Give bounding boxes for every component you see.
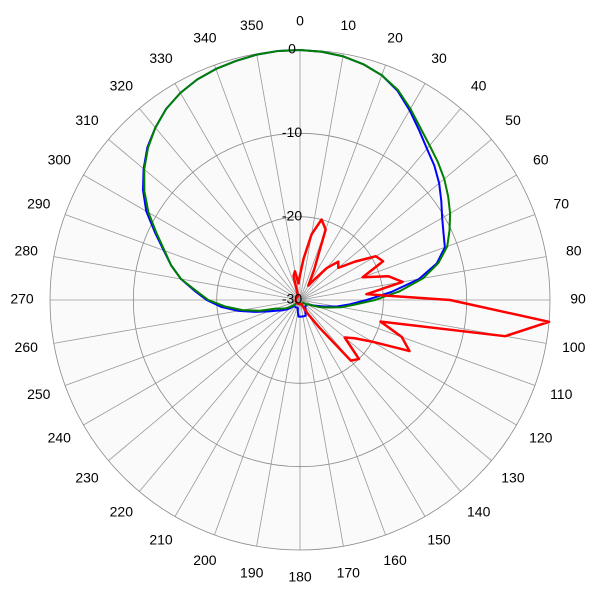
angle-label: 310 <box>75 112 99 128</box>
angle-label: 320 <box>110 78 134 94</box>
angle-label: 60 <box>533 152 549 168</box>
angle-label: 160 <box>383 552 407 568</box>
spoke <box>256 53 301 301</box>
spoke <box>53 256 301 301</box>
angle-label: 260 <box>15 339 39 355</box>
spoke <box>299 299 386 536</box>
series-line <box>142 49 446 318</box>
angle-label: 270 <box>10 291 34 307</box>
angle-label: 330 <box>149 50 173 66</box>
ring <box>216 216 384 384</box>
spoke <box>299 64 386 301</box>
spoke <box>214 299 301 536</box>
spoke <box>299 299 492 462</box>
series-line <box>292 218 551 362</box>
angle-label: 220 <box>110 504 134 520</box>
angle-label: 240 <box>48 430 72 446</box>
angle-label: 40 <box>471 78 487 94</box>
spoke <box>83 174 301 301</box>
radial-tick-label: -30 <box>282 291 302 307</box>
angle-label: 180 <box>288 569 312 585</box>
angle-label: 30 <box>431 50 447 66</box>
spoke <box>299 214 536 301</box>
angle-label: 90 <box>570 291 586 307</box>
angle-label: 150 <box>427 531 451 547</box>
angle-label: 190 <box>240 564 264 580</box>
spoke <box>174 299 301 517</box>
spoke <box>83 299 301 426</box>
angle-label: 110 <box>550 386 573 402</box>
spoke <box>299 138 492 301</box>
ring <box>132 132 468 468</box>
angle-label: 50 <box>505 112 521 128</box>
angle-label: 100 <box>562 339 586 355</box>
radial-tick-label: 0 <box>288 41 296 57</box>
spoke <box>299 174 517 301</box>
angle-label: 200 <box>193 552 217 568</box>
spoke <box>256 299 301 547</box>
spoke <box>138 108 301 301</box>
angle-label: 300 <box>48 152 72 168</box>
spoke <box>174 83 301 301</box>
spoke <box>138 299 301 492</box>
spoke <box>299 299 517 426</box>
spoke <box>299 299 344 547</box>
spoke <box>299 53 344 301</box>
spoke <box>53 299 301 344</box>
angle-label: 80 <box>566 242 582 258</box>
spoke <box>299 299 462 492</box>
angle-label: 10 <box>340 17 356 33</box>
angle-label: 20 <box>387 29 403 45</box>
angle-label: 230 <box>75 469 99 485</box>
radial-tick-label: -10 <box>282 124 302 140</box>
angle-label: 340 <box>193 29 217 45</box>
angle-label: 120 <box>529 430 553 446</box>
spoke <box>299 83 426 301</box>
spoke <box>64 214 301 301</box>
spoke <box>64 299 301 386</box>
angle-label: 70 <box>553 196 569 212</box>
angle-label: 130 <box>501 469 525 485</box>
spoke <box>214 64 301 301</box>
spoke <box>299 299 536 386</box>
spoke <box>299 299 426 517</box>
angle-label: 210 <box>149 531 173 547</box>
spoke <box>108 138 301 301</box>
spoke <box>108 299 301 462</box>
angle-label: 250 <box>27 386 51 402</box>
angle-label: 290 <box>27 196 51 212</box>
angle-label: 350 <box>240 17 264 33</box>
radial-tick-label: -20 <box>282 207 302 223</box>
angle-label: 140 <box>467 504 491 520</box>
angle-label: 170 <box>337 564 361 580</box>
angle-label: 280 <box>15 242 39 258</box>
angle-label: 0 <box>296 13 304 29</box>
